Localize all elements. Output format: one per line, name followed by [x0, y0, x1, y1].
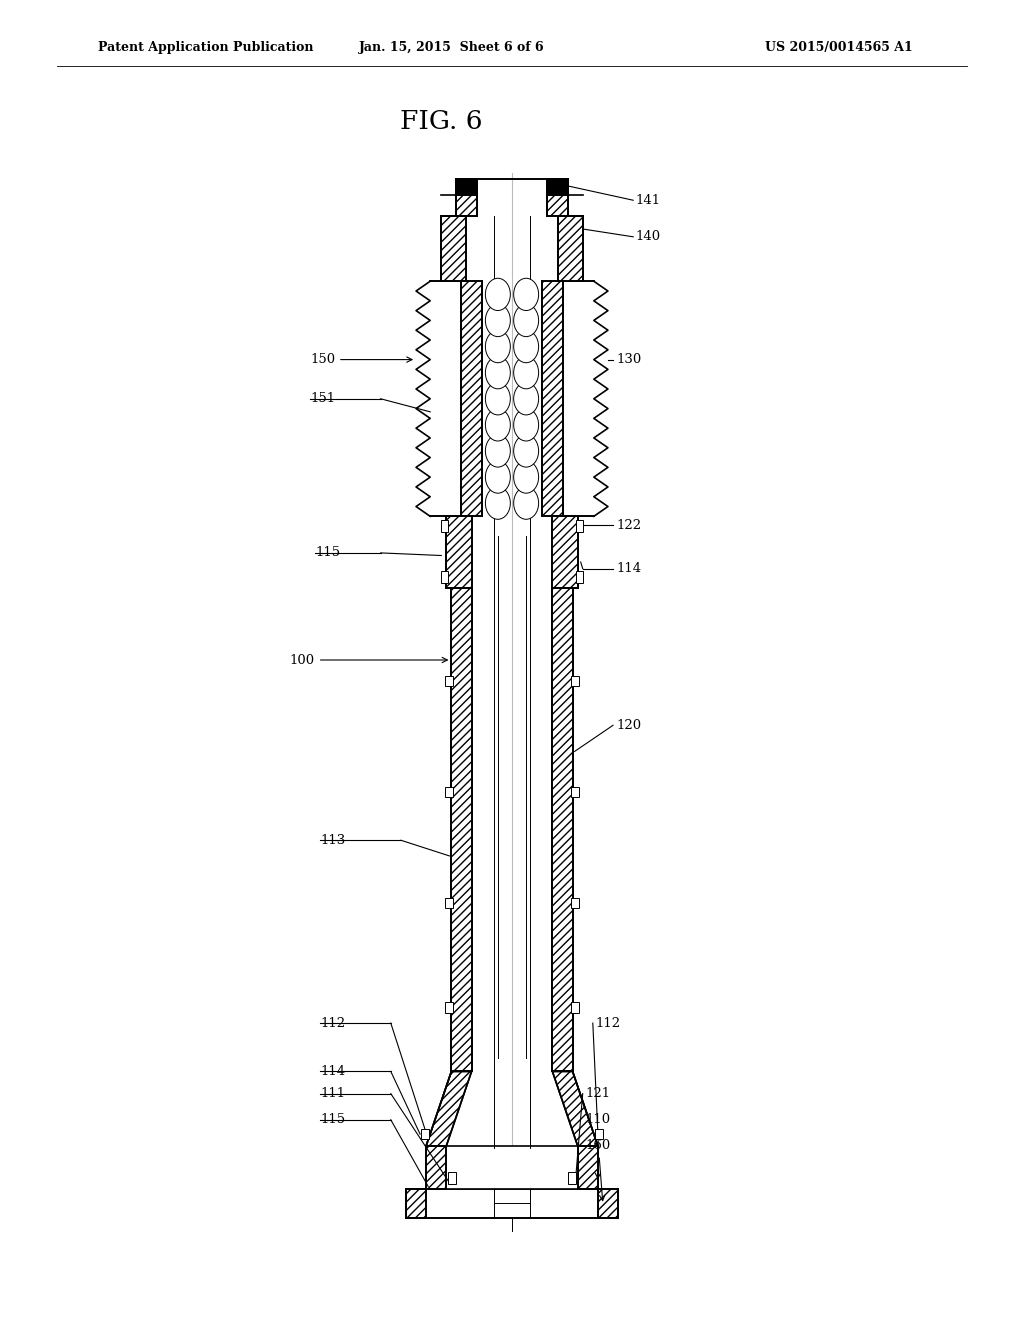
Polygon shape — [552, 516, 578, 589]
Polygon shape — [426, 1146, 446, 1189]
Bar — [548, 180, 567, 195]
Circle shape — [485, 279, 510, 310]
Text: Patent Application Publication: Patent Application Publication — [98, 41, 313, 54]
Bar — [570, 787, 579, 797]
Text: US 2015/0014565 A1: US 2015/0014565 A1 — [765, 41, 912, 54]
Polygon shape — [452, 589, 472, 1072]
Text: 122: 122 — [616, 519, 641, 532]
Text: 140: 140 — [635, 230, 660, 243]
Polygon shape — [552, 1072, 598, 1146]
Bar — [575, 572, 583, 583]
Polygon shape — [543, 281, 562, 516]
Text: Jan. 15, 2015  Sheet 6 of 6: Jan. 15, 2015 Sheet 6 of 6 — [358, 41, 544, 54]
Text: 112: 112 — [321, 1016, 345, 1030]
Bar — [445, 676, 454, 686]
Circle shape — [514, 434, 539, 467]
Polygon shape — [578, 1146, 598, 1189]
Circle shape — [514, 383, 539, 414]
Text: 110: 110 — [586, 1113, 611, 1179]
Polygon shape — [552, 589, 572, 1072]
Bar — [570, 1002, 579, 1012]
Bar — [570, 898, 579, 908]
Polygon shape — [426, 1072, 472, 1146]
Bar — [567, 1172, 575, 1184]
Bar — [570, 676, 579, 686]
Circle shape — [485, 461, 510, 494]
Circle shape — [514, 409, 539, 441]
Bar — [595, 1129, 603, 1139]
Polygon shape — [548, 180, 567, 216]
Text: 100: 100 — [290, 653, 447, 667]
Polygon shape — [598, 1189, 618, 1218]
Circle shape — [514, 356, 539, 389]
Circle shape — [514, 461, 539, 494]
Polygon shape — [558, 216, 583, 281]
Bar — [449, 1172, 457, 1184]
Circle shape — [485, 330, 510, 363]
Circle shape — [485, 305, 510, 337]
Circle shape — [485, 383, 510, 414]
Circle shape — [485, 434, 510, 467]
Text: 113: 113 — [321, 834, 345, 846]
Polygon shape — [457, 180, 476, 216]
Polygon shape — [406, 1189, 426, 1218]
Circle shape — [514, 279, 539, 310]
Text: 121: 121 — [586, 1088, 611, 1100]
Bar — [445, 898, 454, 908]
Text: 111: 111 — [321, 1088, 345, 1100]
Polygon shape — [446, 516, 472, 589]
Circle shape — [514, 305, 539, 337]
Circle shape — [485, 356, 510, 389]
Bar — [421, 1129, 429, 1139]
Polygon shape — [462, 281, 481, 516]
Circle shape — [514, 330, 539, 363]
Text: 151: 151 — [310, 392, 335, 405]
Bar — [441, 572, 449, 583]
Text: 130: 130 — [616, 352, 641, 366]
Polygon shape — [441, 216, 466, 281]
Circle shape — [485, 487, 510, 519]
Circle shape — [514, 487, 539, 519]
Text: 115: 115 — [321, 1113, 345, 1126]
Text: 120: 120 — [616, 719, 641, 731]
Text: 115: 115 — [315, 546, 340, 560]
Text: FIG. 6: FIG. 6 — [400, 110, 482, 135]
Circle shape — [485, 409, 510, 441]
Bar — [445, 1002, 454, 1012]
Bar — [457, 180, 476, 195]
Text: 150: 150 — [310, 352, 412, 366]
Bar — [441, 520, 449, 532]
Text: 112: 112 — [596, 1016, 621, 1030]
Text: 160: 160 — [586, 1139, 611, 1201]
Text: 114: 114 — [616, 562, 641, 576]
Bar — [445, 787, 454, 797]
Bar — [446, 1146, 578, 1189]
Bar — [575, 520, 583, 532]
Bar — [426, 1189, 598, 1218]
Text: 141: 141 — [635, 194, 660, 207]
Text: 114: 114 — [321, 1065, 345, 1078]
